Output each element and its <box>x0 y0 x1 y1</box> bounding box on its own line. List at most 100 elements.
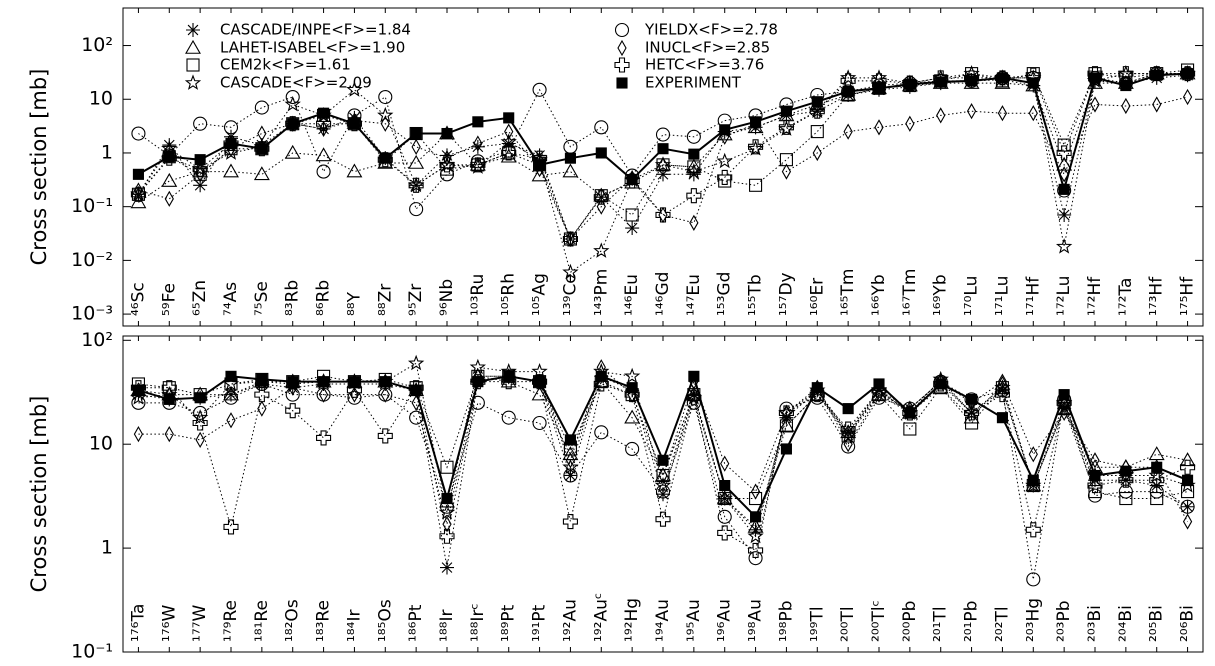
marker-triangle <box>624 409 641 424</box>
marker-diamond <box>1182 513 1193 530</box>
marker-square <box>1119 491 1133 506</box>
marker-square <box>625 208 639 222</box>
x-tick-label: ¹⁸²Os <box>283 599 303 642</box>
marker-star <box>716 489 733 506</box>
marker-cross <box>285 403 301 419</box>
marker-filled-square <box>750 116 762 128</box>
marker-cross <box>686 390 702 406</box>
legend-label: HETC<F>=3.76 <box>645 56 764 74</box>
marker-circle <box>193 405 208 420</box>
marker-circle <box>532 82 547 97</box>
marker-circle <box>532 415 547 431</box>
marker-filled-square <box>163 151 175 163</box>
marker-filled-square <box>1151 461 1163 473</box>
marker-filled-square <box>1027 474 1039 486</box>
y-tick-label: 1 <box>101 141 113 163</box>
marker-circle <box>779 401 794 416</box>
x-tick-label: ⁸⁸Zr <box>375 284 395 316</box>
marker-circle <box>995 383 1010 398</box>
marker-diamond <box>750 483 761 500</box>
marker-diamond <box>1182 88 1193 106</box>
marker-filled-square <box>873 378 885 390</box>
marker-diamond <box>226 412 236 429</box>
marker-triangle <box>161 172 178 187</box>
marker-diamond <box>1028 446 1038 463</box>
marker-cross <box>439 528 455 544</box>
marker-cross <box>377 428 393 444</box>
marker-diamond <box>411 394 421 411</box>
x-tick-label: ¹⁷¹Hf <box>1023 276 1043 316</box>
marker-asterisk <box>316 121 331 136</box>
marker-circle <box>501 410 516 425</box>
marker-filled-square <box>348 376 360 388</box>
marker-cross <box>748 542 764 558</box>
marker-star <box>654 156 672 172</box>
marker-filled-square <box>780 105 792 117</box>
marker-star <box>284 95 301 112</box>
marker-cross <box>994 387 1010 403</box>
x-tick-label: ¹⁸⁵Os <box>375 599 395 642</box>
marker-square <box>718 174 732 188</box>
marker-circle <box>1087 488 1103 503</box>
marker-filled-square <box>1182 474 1194 486</box>
marker-cross <box>192 161 208 177</box>
marker-filled-square <box>780 443 792 455</box>
marker-square <box>687 160 701 174</box>
x-tick-label: ⁴⁶Sc <box>128 282 148 316</box>
marker-asterisk <box>810 104 825 119</box>
x-tick-label: ⁵⁹Fe <box>159 283 179 316</box>
marker-diamond <box>1152 96 1162 113</box>
marker-filled-square <box>935 378 947 390</box>
marker-circle <box>655 127 671 142</box>
x-tick-label: ¹⁸³Re <box>314 600 334 642</box>
marker-filled-square <box>132 168 144 180</box>
marker-filled-square <box>1058 389 1070 401</box>
marker-star <box>778 120 795 136</box>
marker-filled-square <box>616 77 628 89</box>
marker-filled-square <box>935 76 947 88</box>
marker-circle <box>131 395 146 410</box>
marker-diamond <box>781 163 792 180</box>
marker-filled-square <box>842 85 854 97</box>
marker-filled-square <box>873 82 885 94</box>
marker-filled-square <box>595 147 607 159</box>
marker-asterisk <box>532 148 547 163</box>
marker-asterisk <box>686 387 701 402</box>
legend-label: EXPERIMENT <box>645 74 742 92</box>
marker-filled-square <box>595 370 607 382</box>
marker-circle <box>1026 572 1041 587</box>
marker-triangle <box>1179 452 1196 467</box>
marker-triangle <box>408 154 425 169</box>
x-tick-label: ²⁰⁶Bi <box>1178 605 1198 642</box>
legend-label: YIELDX<F>=2.78 <box>644 21 778 39</box>
marker-diamond <box>257 400 267 417</box>
marker-diamond <box>1090 452 1100 469</box>
x-tick-label: ¹⁶⁹Yb <box>931 274 951 316</box>
marker-diamond <box>720 455 730 472</box>
marker-filled-square <box>966 75 978 87</box>
marker-asterisk <box>779 410 794 425</box>
legend-label: CEM2k<F>=1.61 <box>220 56 351 74</box>
marker-asterisk <box>563 232 578 247</box>
x-tick-label: ⁶⁵Zn <box>190 280 210 316</box>
x-tick-label: ²⁰⁴Bi <box>1116 605 1136 642</box>
x-tick-label: ⁸⁶Rb <box>314 280 334 316</box>
marker-cross <box>778 119 794 135</box>
marker-circle <box>841 84 856 99</box>
marker-diamond <box>565 452 576 469</box>
x-tick-label: ¹⁹⁸Pb <box>776 601 796 643</box>
marker-triangle <box>747 518 764 533</box>
marker-circle <box>131 126 146 141</box>
x-tick-label: ¹⁸⁸Ir <box>437 610 457 642</box>
marker-cross <box>655 511 671 527</box>
x-tick-label: ¹⁶⁵Tm <box>838 269 858 316</box>
marker-circle <box>439 167 455 182</box>
marker-asterisk <box>1057 401 1072 416</box>
marker-square <box>440 460 454 474</box>
x-tick-label: ¹⁹²Au <box>560 599 580 642</box>
marker-circle <box>841 439 856 454</box>
x-tick-label: ¹⁶⁰Er <box>807 278 827 316</box>
marker-asterisk <box>656 487 670 502</box>
marker-cross <box>501 145 517 161</box>
marker-star <box>593 242 610 258</box>
